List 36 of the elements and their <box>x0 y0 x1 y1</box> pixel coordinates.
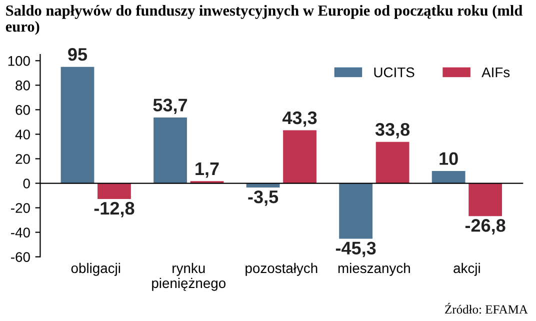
y-tick-label: 100 <box>8 56 30 66</box>
y-tick-label: 0 <box>23 178 30 188</box>
x-tick-label: mieszanych <box>338 262 410 276</box>
bar <box>154 117 187 184</box>
x-tick-label: pozostałych <box>246 262 318 276</box>
data-label: 33,8 <box>375 123 410 138</box>
data-label: 53,7 <box>153 98 188 114</box>
y-tick-label: -60 <box>11 252 30 262</box>
x-tick-label: obligacji <box>71 262 120 276</box>
text: Źródło: EFAMA <box>445 302 528 314</box>
y-tick-label: -20 <box>11 203 30 213</box>
data-label: -26,8 <box>465 219 506 234</box>
bar <box>283 130 316 184</box>
legend-label: UCITS <box>374 67 414 78</box>
y-tick-label: 40 <box>15 130 30 140</box>
bar <box>60 66 94 184</box>
data-label: 43,3 <box>282 111 317 127</box>
legend-label: AIFs <box>482 68 510 78</box>
bar <box>98 183 131 199</box>
data-label: -12,8 <box>94 202 134 218</box>
chart-title: Saldo napływów do funduszy inwestycyjnych w Europie od początku roku (mld euro) <box>6 4 522 35</box>
x-tick-label: rynku pieniężnego <box>152 262 226 291</box>
data-label: 10 <box>440 152 458 165</box>
data-label: -3,5 <box>248 190 278 206</box>
bar <box>376 142 410 184</box>
bar <box>339 183 372 239</box>
y-tick-label: -40 <box>11 228 30 238</box>
y-tick-label: 80 <box>16 80 30 90</box>
bar <box>468 183 502 216</box>
x-tick-label: akcji <box>454 262 480 276</box>
y-tick-label: 20 <box>16 154 30 164</box>
bar <box>432 171 466 184</box>
data-label: 95 <box>68 48 88 61</box>
data-label: 1,7 <box>196 162 219 178</box>
y-tick-label: 60 <box>16 105 30 115</box>
data-label: -45,3 <box>336 242 376 258</box>
